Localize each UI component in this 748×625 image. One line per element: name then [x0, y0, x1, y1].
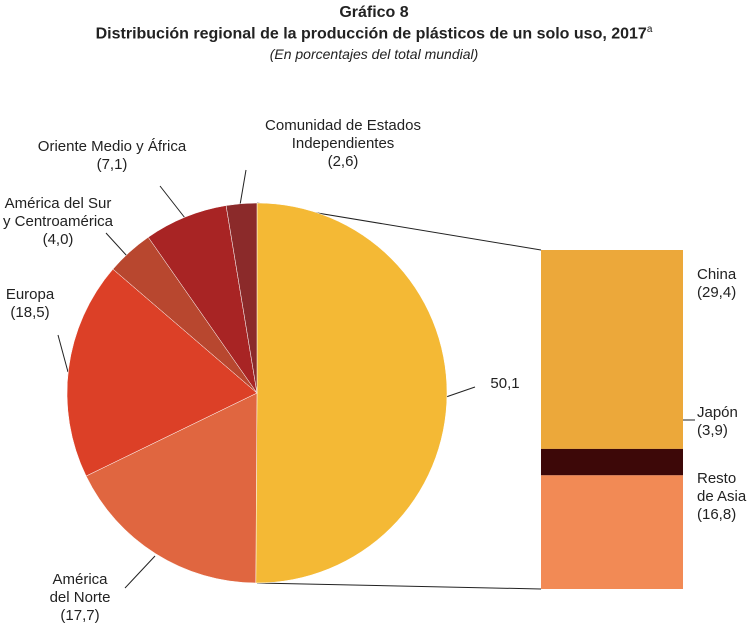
slice-value: 50,1: [490, 375, 520, 392]
leader-line: [445, 386, 476, 398]
slice-name: Europa: [5, 286, 55, 303]
bar-segment: [541, 475, 683, 589]
segment-name: China: [697, 266, 737, 283]
data-label: Resto de Asia (16,8): [697, 470, 746, 524]
slice-value: (4,0): [42, 231, 74, 248]
bar-segment: [541, 448, 683, 476]
pie-slice: [85, 392, 258, 584]
data-label: Oriente Medio y África (7,1): [38, 138, 186, 174]
leader-line: [239, 169, 247, 206]
bar-segment: [541, 250, 683, 449]
data-label: América del Sur y Centroamérica (4,0): [3, 195, 113, 249]
data-label: Comunidad de Estados Independientes (2,6): [265, 117, 421, 171]
chart-title: Gráfico 8: [339, 4, 409, 21]
leader-line: [57, 334, 69, 373]
leader-line: [124, 555, 156, 589]
slice-value: (18,5): [10, 304, 50, 321]
subtitle-note: a: [646, 24, 653, 35]
data-label: América del Norte (17,7): [50, 571, 111, 625]
segment-name: Resto de Asia: [697, 470, 747, 505]
connector: [256, 582, 542, 590]
data-label: 50,1: [490, 375, 519, 393]
slice-name: Comunidad de Estados Independientes: [265, 117, 421, 152]
data-label: China (29,4): [697, 266, 736, 302]
chart-subtitle: Distribución regional de la producción d…: [0, 24, 748, 43]
leader-line: [159, 185, 186, 219]
segment-value: (29,4): [697, 284, 737, 301]
subtitle-text: Distribución regional de la producción d…: [95, 25, 647, 43]
slice-value: (17,7): [60, 607, 100, 624]
slice-value: (7,1): [96, 156, 128, 173]
segment-value: (3,9): [697, 422, 728, 439]
segment-name: Japón: [697, 404, 738, 421]
data-label: Japón (3,9): [697, 404, 738, 440]
slice-value: (2,6): [327, 153, 359, 170]
slice-name: América del Sur y Centroamérica: [2, 195, 114, 230]
slice-name: Oriente Medio y África: [37, 138, 187, 155]
pie-slice: [66, 268, 258, 477]
data-label: Europa (18,5): [6, 286, 54, 322]
leader-line: [105, 232, 128, 257]
chart-caption: (En porcentajes del total mundial): [269, 46, 479, 62]
segment-value: (16,8): [697, 506, 737, 523]
pie-slice: [255, 202, 448, 584]
slice-name: América del Norte: [49, 571, 111, 606]
pie-slice: [225, 202, 258, 394]
